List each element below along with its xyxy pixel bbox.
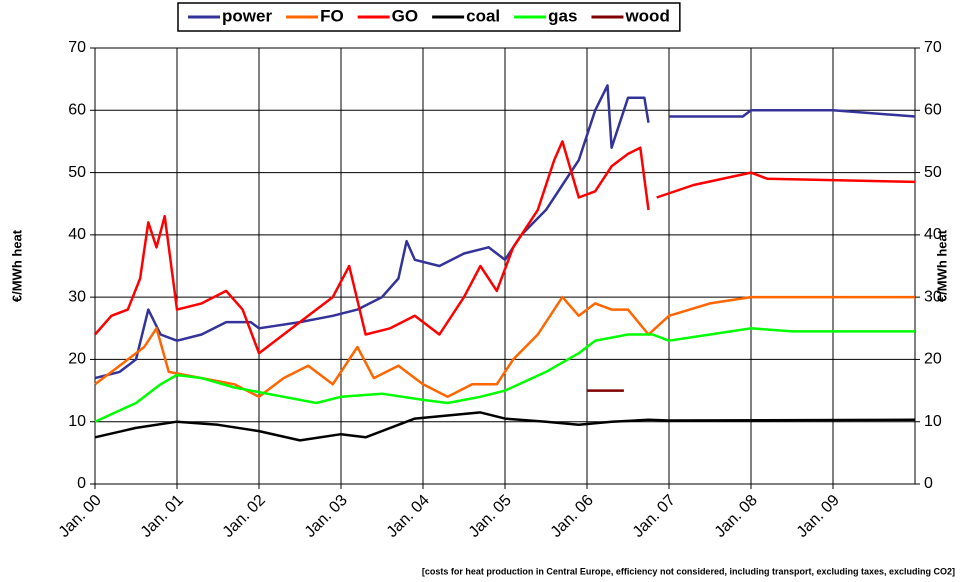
series-line bbox=[94, 140, 916, 355]
footnote: [costs for heat production in Central Eu… bbox=[422, 566, 955, 576]
y2-tick-label: 30 bbox=[924, 288, 942, 305]
legend-label: FO bbox=[320, 6, 344, 25]
y2-tick-label: 10 bbox=[924, 413, 942, 430]
x-tick-label: Jan. 06 bbox=[548, 492, 597, 541]
x-tick-label: Jan. 01 bbox=[138, 492, 187, 541]
y-tick-label: 70 bbox=[68, 39, 86, 56]
legend-label: gas bbox=[548, 6, 577, 25]
y2-tick-label: 40 bbox=[924, 226, 942, 243]
legend-label: GO bbox=[392, 6, 418, 25]
y-tick-label: 0 bbox=[77, 475, 86, 492]
y2-tick-label: 50 bbox=[924, 164, 942, 181]
series-line bbox=[94, 84, 916, 380]
y2-axis-label: €/MWh heat bbox=[934, 229, 949, 302]
y-tick-label: 30 bbox=[68, 288, 86, 305]
y-tick-label: 50 bbox=[68, 164, 86, 181]
legend-label: coal bbox=[466, 6, 500, 25]
y-tick-label: 40 bbox=[68, 226, 86, 243]
y2-tick-label: 0 bbox=[924, 475, 933, 492]
legend-label: wood bbox=[624, 6, 669, 25]
x-tick-label: Jan. 00 bbox=[56, 492, 105, 541]
y-tick-label: 60 bbox=[68, 102, 86, 119]
x-tick-label: Jan. 08 bbox=[712, 492, 761, 541]
y2-tick-label: 20 bbox=[924, 351, 942, 368]
legend-label: power bbox=[222, 6, 272, 25]
x-tick-label: Jan. 05 bbox=[466, 492, 515, 541]
y-tick-label: 20 bbox=[68, 351, 86, 368]
y-tick-label: 10 bbox=[68, 413, 86, 430]
x-tick-label: Jan. 03 bbox=[302, 492, 351, 541]
x-tick-label: Jan. 02 bbox=[220, 492, 269, 541]
y-axis-label: €/MWh heat bbox=[9, 229, 24, 302]
legend: power FO GO coal gas wood bbox=[177, 2, 681, 32]
x-tick-label: Jan. 07 bbox=[630, 492, 679, 541]
x-tick-label: Jan. 04 bbox=[384, 492, 433, 541]
y2-tick-label: 60 bbox=[924, 102, 942, 119]
series-line bbox=[94, 327, 915, 423]
x-tick-label: Jan. 09 bbox=[794, 492, 843, 541]
y2-tick-label: 70 bbox=[924, 39, 942, 56]
series-line bbox=[94, 411, 916, 442]
